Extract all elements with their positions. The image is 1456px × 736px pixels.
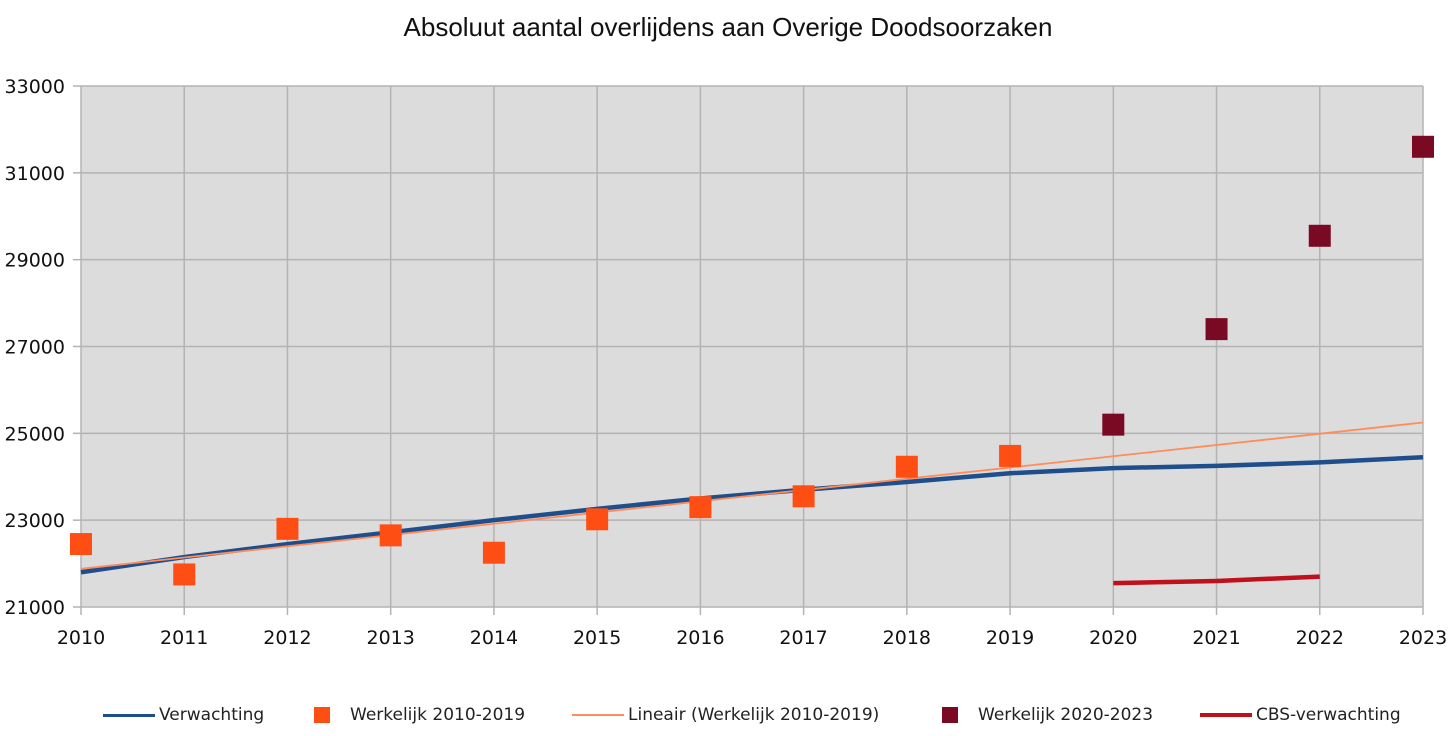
- legend-line-icon: [1200, 713, 1252, 717]
- data-point-1: [792, 485, 815, 508]
- y-tick-label: 33000: [5, 76, 65, 98]
- series-line-0: [80, 454, 1424, 575]
- x-tick-label: 2019: [986, 627, 1034, 649]
- y-tick-label: 25000: [5, 423, 65, 445]
- x-tick-label: 2011: [160, 627, 208, 649]
- legend-line-icon: [103, 713, 155, 717]
- y-tick-label: 21000: [5, 597, 65, 619]
- legend-square-icon: [314, 707, 330, 723]
- y-tick-label: 23000: [5, 510, 65, 532]
- x-tick-label: 2012: [263, 627, 311, 649]
- x-tick-label: 2015: [573, 627, 621, 649]
- data-point-1: [482, 541, 505, 564]
- data-point-1: [70, 533, 92, 556]
- data-point-1: [895, 455, 918, 478]
- x-axis: 2010 2011 2012 2013 2014 2015 2016 2017 2018 2019…: [57, 627, 1447, 649]
- data-point-1: [173, 563, 196, 586]
- y-axis: 21000 23000 25000 27000 29000 31000 33000: [5, 76, 65, 619]
- legend-label: Verwachting: [159, 705, 265, 725]
- x-tick-label: 2010: [57, 627, 105, 649]
- series-line-2: [80, 421, 1424, 570]
- x-tick-label: 2023: [1399, 627, 1447, 649]
- series-layer: [70, 135, 1434, 586]
- legend-item-verwachting: Verwachting: [103, 700, 264, 730]
- x-tick-label: 2017: [779, 627, 827, 649]
- y-tick-label: 27000: [5, 337, 65, 359]
- data-point-1: [999, 444, 1022, 467]
- data-point-3: [1412, 135, 1434, 158]
- data-point-1: [379, 524, 402, 547]
- legend-label: Lineair (Werkelijk 2010-2019): [628, 705, 880, 725]
- x-tick-label: 2020: [1089, 627, 1137, 649]
- x-tick-label: 2022: [1296, 627, 1344, 649]
- plot-area: 21000 23000 25000 27000 29000 31000 33000 2010…: [5, 76, 1448, 649]
- x-tick-label: 2014: [470, 627, 518, 649]
- legend-item-lineair: Lineair (Werkelijk 2010-2019): [572, 700, 879, 730]
- legend-line-icon: [572, 714, 624, 716]
- legend-square-icon: [942, 707, 958, 723]
- y-tick-label: 29000: [5, 250, 65, 272]
- data-point-1: [586, 508, 609, 531]
- chart-title: Absoluut aantal overlijdens aan Overige …: [403, 12, 1053, 42]
- legend-item-werkelijk-2020-2023: Werkelijk 2020-2023: [924, 700, 1153, 730]
- data-point-1: [689, 496, 712, 519]
- x-tick-label: 2021: [1192, 627, 1240, 649]
- y-tick-label: 31000: [5, 163, 65, 185]
- x-tick-label: 2018: [883, 627, 931, 649]
- data-point-3: [1308, 224, 1331, 247]
- legend-item-cbs-verwachting: CBS-verwachting: [1200, 700, 1401, 730]
- legend-label: CBS-verwachting: [1256, 705, 1401, 725]
- x-tick-label: 2013: [367, 627, 415, 649]
- legend-label: Werkelijk 2010-2019: [350, 705, 526, 725]
- series-line-4: [1113, 574, 1320, 586]
- data-point-3: [1102, 413, 1125, 436]
- x-tick-label: 2016: [676, 627, 724, 649]
- legend-item-werkelijk-2010-2019: Werkelijk 2010-2019: [296, 700, 525, 730]
- data-point-3: [1205, 318, 1228, 341]
- data-point-1: [276, 517, 299, 540]
- legend-label: Werkelijk 2020-2023: [978, 705, 1154, 725]
- legend: Verwachting Werkelijk 2010-2019 Lineair …: [0, 700, 1456, 730]
